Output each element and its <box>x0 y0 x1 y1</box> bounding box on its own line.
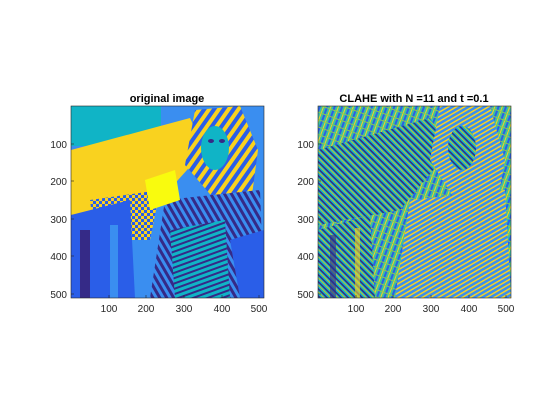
y-tick-label: 100 <box>297 140 314 151</box>
x-tick-label: 200 <box>385 304 402 315</box>
panel-title-original: original image <box>130 93 205 105</box>
x-tick-label: 100 <box>101 304 118 315</box>
y-tick-label: 500 <box>297 290 314 301</box>
y-tick-label: 200 <box>50 177 67 188</box>
x-tick-label: 300 <box>423 304 440 315</box>
y-tick-label: 200 <box>297 177 314 188</box>
panel-title-clahe: CLAHE with N =11 and t =0.1 <box>339 93 488 105</box>
x-axis-clahe: 100 200 300 400 500 <box>348 295 515 315</box>
x-axis-original: 100 200 300 400 500 <box>101 295 268 315</box>
y-tick-label: 100 <box>50 140 67 151</box>
axes-frame-original <box>70 105 265 299</box>
y-tick-label: 300 <box>297 215 314 226</box>
x-tick-label: 500 <box>498 304 515 315</box>
x-tick-label: 400 <box>214 304 231 315</box>
axes-frame-clahe <box>317 105 512 299</box>
y-axis-original: 100 200 300 400 500 <box>50 140 74 301</box>
clahe-image <box>318 106 511 298</box>
x-tick-label: 100 <box>348 304 365 315</box>
x-tick-label: 200 <box>138 304 155 315</box>
x-tick-label: 500 <box>251 304 268 315</box>
y-tick-label: 500 <box>50 290 67 301</box>
panel-clahe: CLAHE with N =11 and t =0.1 100 200 300 … <box>297 93 514 315</box>
x-tick-label: 400 <box>461 304 478 315</box>
y-tick-label: 400 <box>297 252 314 263</box>
original-image <box>71 106 264 298</box>
y-axis-clahe: 100 200 300 400 500 <box>297 140 321 301</box>
x-tick-label: 300 <box>176 304 193 315</box>
panel-original: original image <box>50 93 267 315</box>
y-tick-label: 400 <box>50 252 67 263</box>
y-tick-label: 300 <box>50 215 67 226</box>
